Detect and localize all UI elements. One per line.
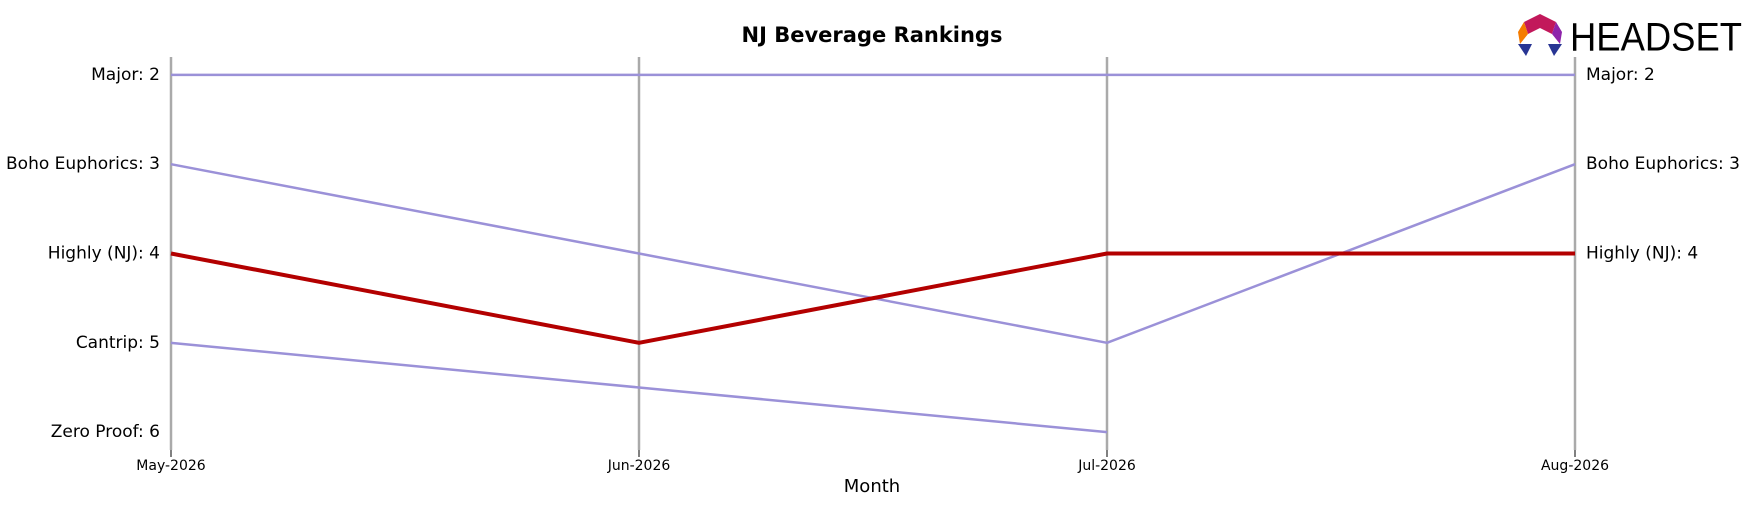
- x-axis-label: Month: [844, 476, 900, 497]
- logo-icon: [1552, 22, 1562, 44]
- y-tick-label: Cantrip: 5: [76, 333, 160, 353]
- series-line: [170, 341, 1108, 434]
- chart-title: NJ Beverage Rankings: [742, 23, 1003, 47]
- x-tick-label: May-2026: [136, 458, 205, 474]
- y-tick-label: Major: 2: [91, 65, 160, 85]
- y2-tick-label: Major: 2: [1586, 65, 1655, 85]
- logo-icon: [1548, 44, 1562, 56]
- y-tick-label: Highly (NJ): 4: [48, 244, 160, 264]
- logo-icon: [1518, 44, 1532, 56]
- series-line: [170, 251, 1575, 345]
- logo-text: HEADSET: [1570, 16, 1742, 60]
- logo-icon: [1524, 14, 1556, 34]
- logo: HEADSET: [1518, 14, 1742, 60]
- logo-icon: [1518, 22, 1528, 44]
- x-tick-label: Jul-2026: [1077, 458, 1136, 474]
- x-tick-label: Jun-2026: [607, 458, 671, 474]
- x-tick-label: Aug-2026: [1541, 458, 1609, 474]
- y-tick-label: Boho Euphorics: 3: [6, 154, 160, 174]
- y-tick-label: Zero Proof: 6: [51, 422, 160, 442]
- y2-tick-label: Highly (NJ): 4: [1586, 244, 1698, 264]
- y2-tick-label: Boho Euphorics: 3: [1586, 154, 1740, 174]
